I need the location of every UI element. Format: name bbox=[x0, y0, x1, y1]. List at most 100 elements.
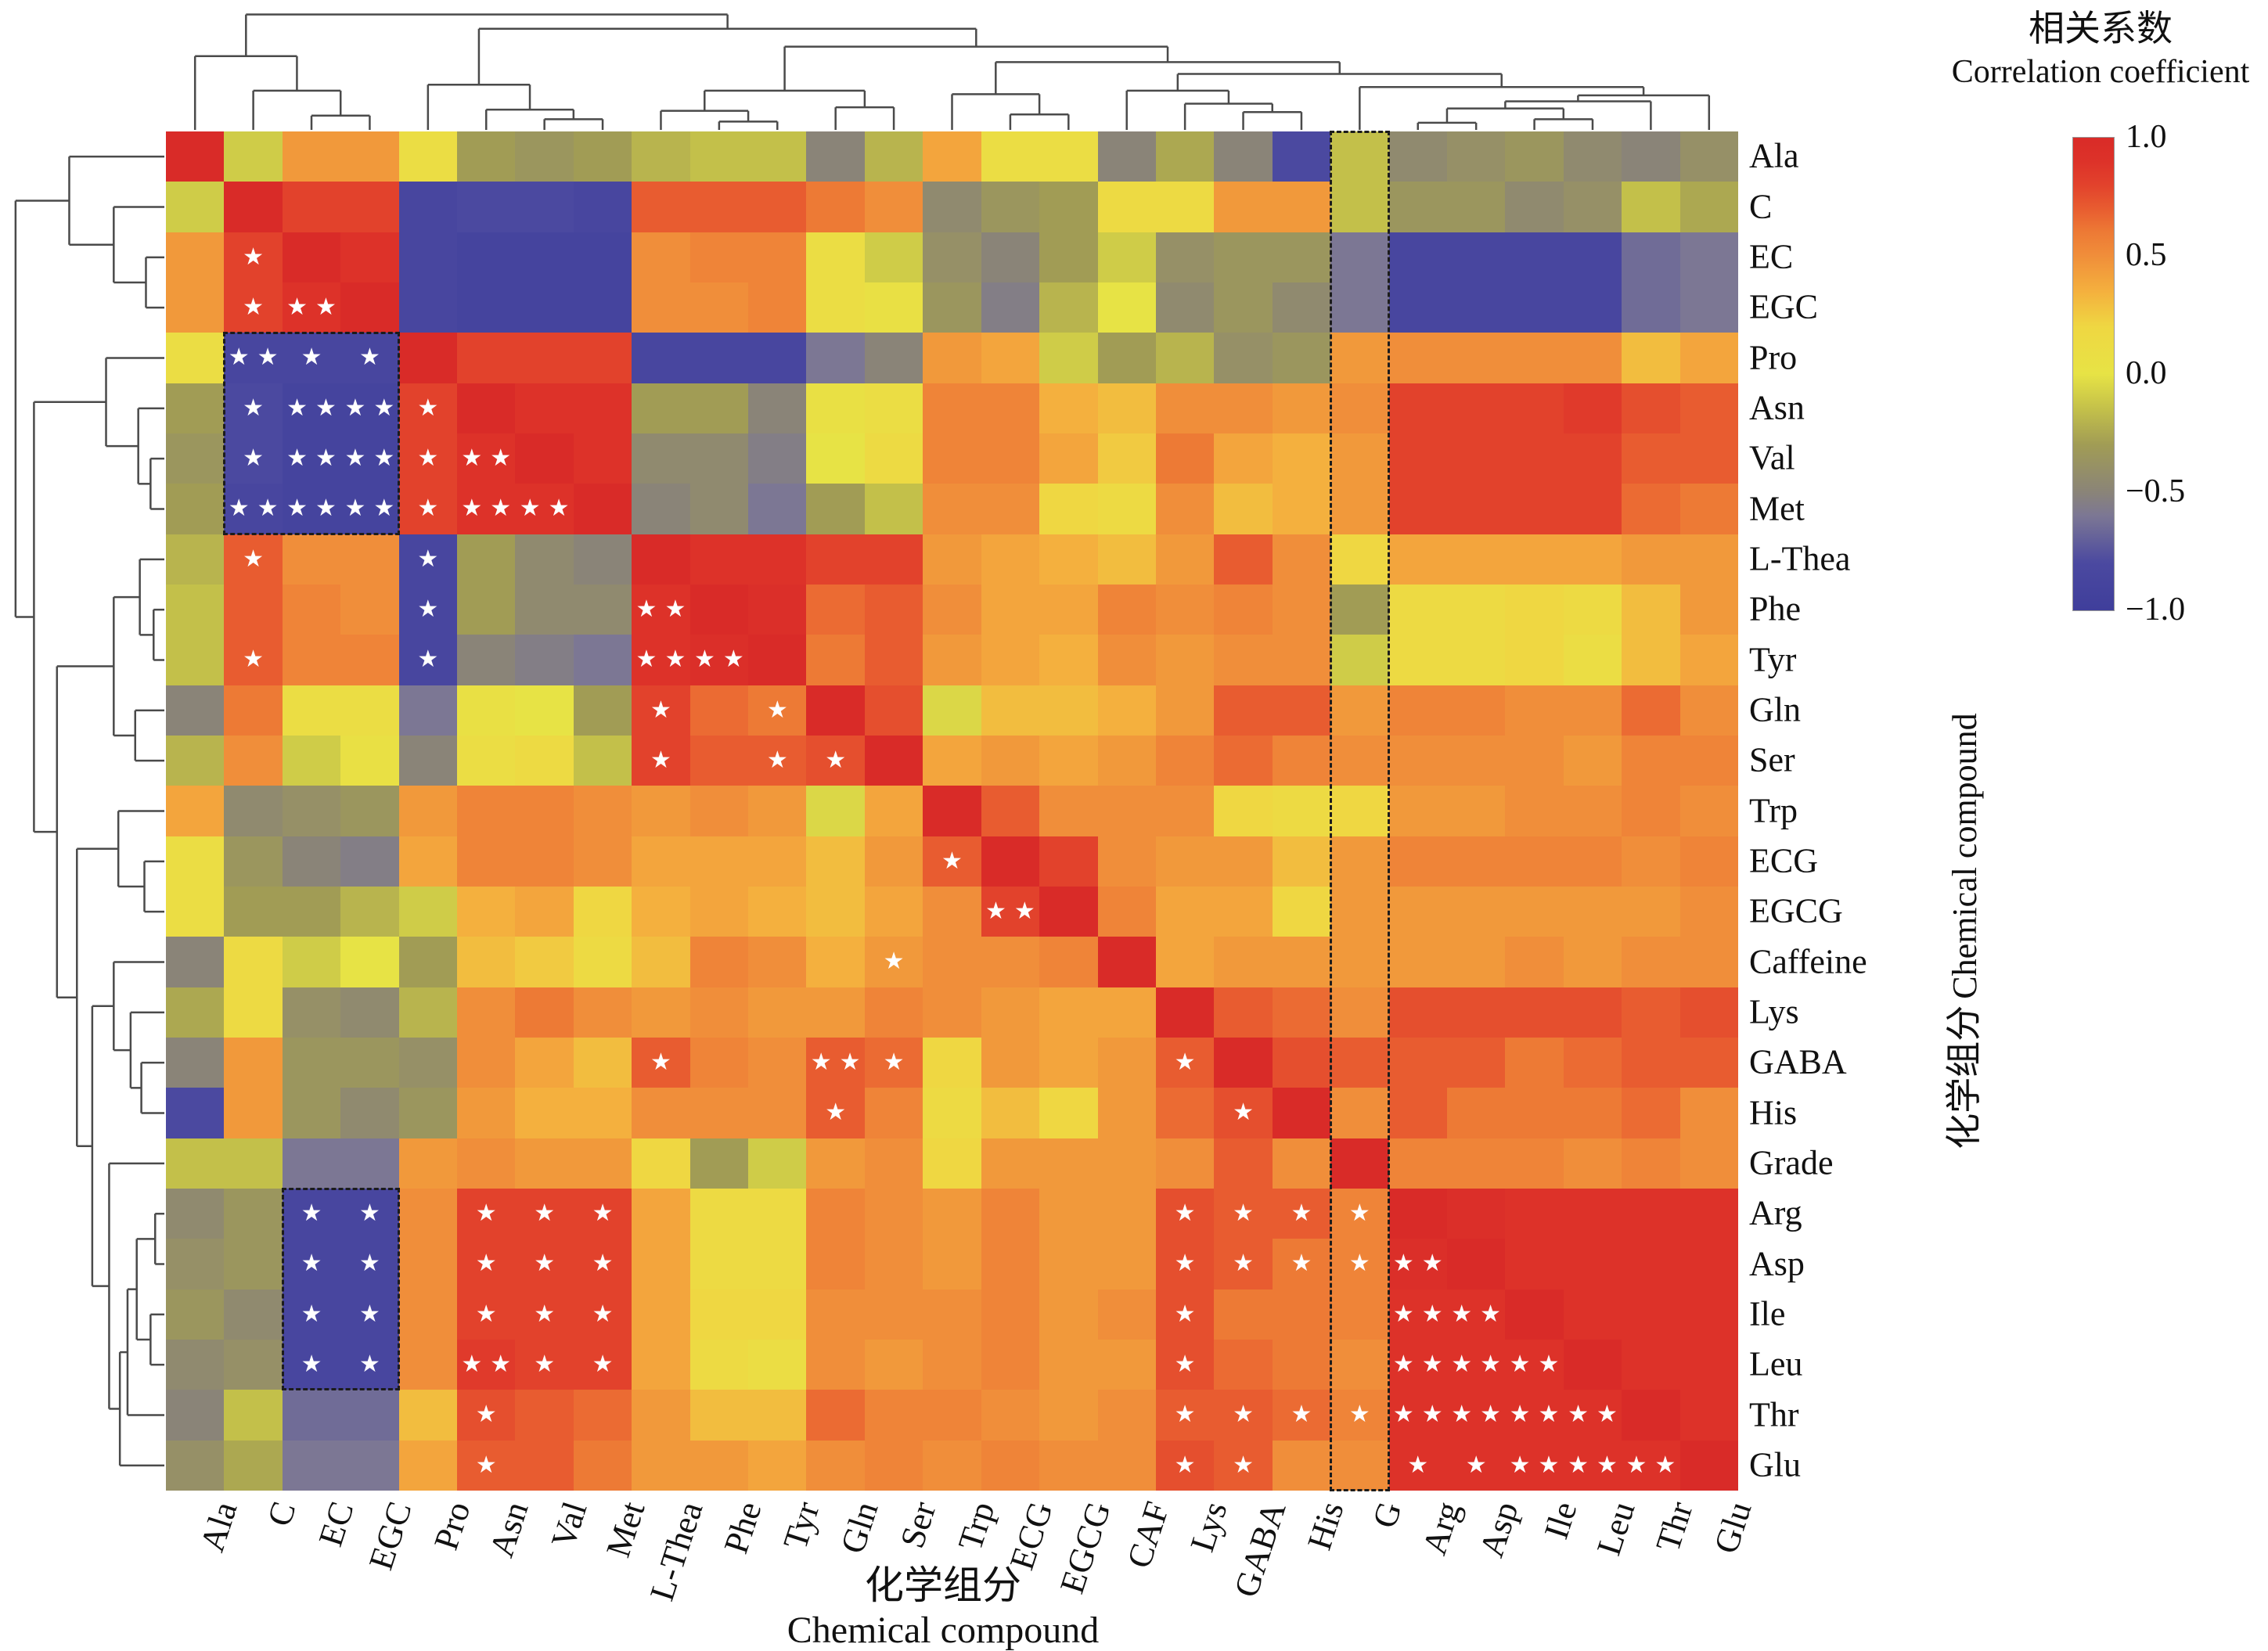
heatmap-cell bbox=[689, 1038, 749, 1088]
colorbar-tick-label: −0.5 bbox=[2126, 473, 2186, 509]
heatmap-cell bbox=[515, 333, 574, 383]
heatmap-cell bbox=[1563, 1340, 1622, 1390]
heatmap-cell bbox=[515, 484, 574, 534]
heatmap-cell bbox=[282, 383, 341, 433]
heatmap-cell bbox=[1505, 182, 1564, 232]
heatmap-cell bbox=[1330, 887, 1389, 937]
heatmap-cell bbox=[1272, 937, 1331, 987]
heatmap-cell bbox=[1446, 1239, 1506, 1290]
heatmap-cell bbox=[1563, 1289, 1622, 1340]
heatmap-cell bbox=[864, 1189, 923, 1239]
heatmap-cell bbox=[1272, 1138, 1331, 1189]
heatmap-cell bbox=[923, 635, 981, 685]
heatmap-cell bbox=[748, 484, 807, 534]
heatmap-cell bbox=[1272, 1239, 1331, 1290]
heatmap-cell bbox=[1679, 635, 1738, 685]
heatmap-cell bbox=[1330, 1239, 1389, 1290]
heatmap-cell bbox=[340, 182, 399, 232]
heatmap-cell bbox=[689, 1138, 749, 1189]
heatmap-cell bbox=[632, 887, 690, 937]
heatmap-cell bbox=[748, 836, 807, 887]
heatmap-cell bbox=[1622, 484, 1680, 534]
heatmap-cell bbox=[806, 232, 865, 282]
heatmap-cell bbox=[1039, 1440, 1098, 1491]
heatmap-cell bbox=[923, 1239, 981, 1290]
heatmap-cell bbox=[1155, 1189, 1215, 1239]
heatmap-cell bbox=[1039, 232, 1098, 282]
heatmap-cell bbox=[1622, 685, 1680, 736]
heatmap-cell bbox=[340, 1239, 399, 1290]
heatmap-cell bbox=[981, 1088, 1040, 1138]
left-dendrogram bbox=[14, 155, 164, 1467]
heatmap-cell bbox=[1097, 282, 1156, 333]
column-label: EC bbox=[311, 1497, 362, 1551]
heatmap-cell bbox=[1388, 1138, 1447, 1189]
heatmap-cell bbox=[1155, 484, 1215, 534]
heatmap-cell bbox=[573, 534, 632, 585]
heatmap-cell bbox=[1446, 1038, 1506, 1088]
heatmap-cell bbox=[689, 1440, 749, 1491]
heatmap-cell bbox=[748, 131, 807, 182]
heatmap-cell bbox=[515, 1289, 574, 1340]
heatmap-cell bbox=[1505, 585, 1564, 635]
heatmap-cell bbox=[1679, 585, 1738, 635]
heatmap-cell bbox=[1505, 433, 1564, 484]
heatmap-cell bbox=[1330, 484, 1389, 534]
heatmap-cell bbox=[1330, 232, 1389, 282]
heatmap-cell bbox=[981, 232, 1040, 282]
heatmap-cell bbox=[864, 1138, 923, 1189]
heatmap-cell bbox=[864, 887, 923, 937]
heatmap-cell bbox=[1097, 635, 1156, 685]
heatmap-cell bbox=[166, 383, 225, 433]
column-label: Phe bbox=[716, 1497, 769, 1559]
heatmap-cell bbox=[1388, 182, 1447, 232]
heatmap-cell bbox=[282, 1390, 341, 1441]
heatmap-cell bbox=[573, 1289, 632, 1340]
heatmap-cell bbox=[1388, 484, 1447, 534]
heatmap-cell bbox=[1622, 182, 1680, 232]
heatmap-cell bbox=[1272, 182, 1331, 232]
heatmap-cell bbox=[166, 282, 225, 333]
heatmap-cell bbox=[1330, 1289, 1389, 1340]
heatmap-cell bbox=[1272, 585, 1331, 635]
row-label: Leu bbox=[1749, 1344, 1803, 1383]
heatmap-cell bbox=[1388, 836, 1447, 887]
heatmap-cell bbox=[1505, 1440, 1564, 1491]
heatmap-cell bbox=[923, 1289, 981, 1340]
heatmap-cell bbox=[573, 1189, 632, 1239]
heatmap-cell bbox=[748, 282, 807, 333]
heatmap-cell bbox=[573, 484, 632, 534]
heatmap-cell bbox=[689, 887, 749, 937]
heatmap-cell bbox=[340, 333, 399, 383]
heatmap-cell bbox=[806, 635, 865, 685]
heatmap-cell bbox=[1622, 1189, 1680, 1239]
heatmap-cell bbox=[515, 1189, 574, 1239]
heatmap-cell bbox=[1505, 232, 1564, 282]
heatmap-cell bbox=[1272, 1189, 1331, 1239]
heatmap-cell bbox=[1622, 1440, 1680, 1491]
heatmap-cell bbox=[1563, 1189, 1622, 1239]
heatmap-cell bbox=[1214, 534, 1273, 585]
heatmap-cell bbox=[689, 987, 749, 1038]
heatmap-cell bbox=[1330, 937, 1389, 987]
heatmap-cell bbox=[1097, 1390, 1156, 1441]
heatmap-cell bbox=[689, 786, 749, 836]
heatmap-cell bbox=[981, 1390, 1040, 1441]
heatmap-cell bbox=[923, 131, 981, 182]
heatmap-cell bbox=[1039, 182, 1098, 232]
row-label: EGC bbox=[1749, 287, 1818, 326]
heatmap-cell bbox=[981, 282, 1040, 333]
heatmap-cell bbox=[632, 1138, 690, 1189]
heatmap-cell bbox=[515, 1038, 574, 1088]
heatmap-cell bbox=[748, 232, 807, 282]
heatmap-cell bbox=[282, 534, 341, 585]
heatmap-cell bbox=[1039, 383, 1098, 433]
heatmap-cell bbox=[1330, 736, 1389, 786]
x-axis-title-en: Chemical compound bbox=[787, 1609, 1100, 1651]
heatmap-cell bbox=[1563, 182, 1622, 232]
heatmap-cell bbox=[1097, 333, 1156, 383]
heatmap-cell bbox=[1330, 1138, 1389, 1189]
heatmap-cell bbox=[864, 635, 923, 685]
heatmap-cell bbox=[981, 736, 1040, 786]
heatmap-cell bbox=[1505, 282, 1564, 333]
